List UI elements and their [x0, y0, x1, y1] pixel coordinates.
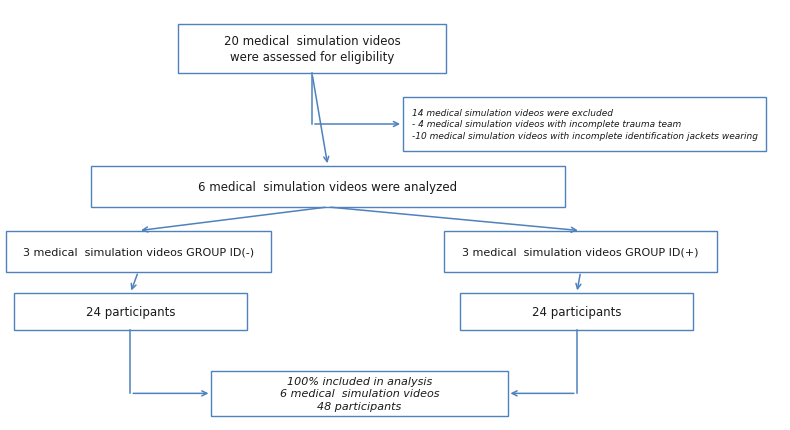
- FancyBboxPatch shape: [212, 371, 508, 416]
- Text: 14 medical simulation videos were excluded
- 4 medical simulation videos with in: 14 medical simulation videos were exclud…: [412, 109, 758, 140]
- FancyBboxPatch shape: [460, 293, 694, 330]
- Text: 3 medical  simulation videos GROUP ID(+): 3 medical simulation videos GROUP ID(+): [462, 246, 699, 257]
- Text: 3 medical  simulation videos GROUP ID(-): 3 medical simulation videos GROUP ID(-): [23, 246, 254, 257]
- FancyBboxPatch shape: [403, 98, 766, 152]
- FancyBboxPatch shape: [444, 231, 717, 272]
- FancyBboxPatch shape: [91, 167, 565, 208]
- Text: 100% included in analysis
6 medical  simulation videos
48 participants: 100% included in analysis 6 medical simu…: [280, 376, 439, 411]
- Text: 6 medical  simulation videos were analyzed: 6 medical simulation videos were analyze…: [198, 181, 457, 194]
- Text: 24 participants: 24 participants: [85, 305, 175, 318]
- FancyBboxPatch shape: [178, 25, 446, 74]
- Text: 24 participants: 24 participants: [532, 305, 622, 318]
- FancyBboxPatch shape: [14, 293, 246, 330]
- Text: 20 medical  simulation videos
were assessed for eligibility: 20 medical simulation videos were assess…: [224, 35, 401, 64]
- FancyBboxPatch shape: [6, 231, 271, 272]
